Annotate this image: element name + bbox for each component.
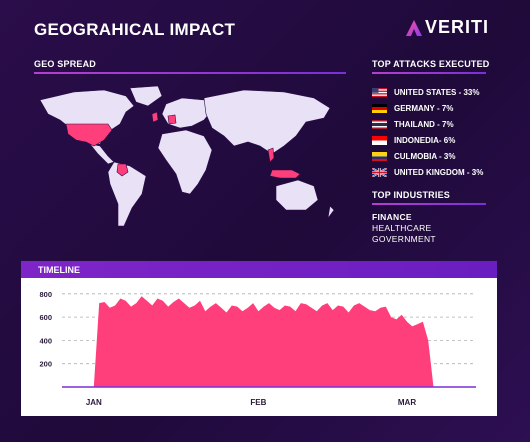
top-attacks-list: UNITED STATES - 33% GERMANY - 7% THAILAN… [372, 84, 492, 180]
map-asia [203, 89, 331, 155]
timeline-chart: 200 400 600 800 JAN FEB MAR [39, 290, 476, 407]
brand-name: VERITI [424, 17, 489, 37]
top-industries-divider [372, 203, 486, 205]
map-highlight-thailand [267, 147, 275, 163]
us-flag-icon [372, 87, 387, 97]
attack-item-label: INDONEDIA- 6% [394, 135, 456, 145]
x-tick-label: FEB [250, 398, 266, 407]
attack-item-united-states: UNITED STATES - 33% [372, 84, 492, 100]
industry-item: GOVERNMENT [372, 234, 436, 244]
thailand-flag-icon [372, 119, 387, 129]
indonesia-flag-icon [372, 135, 387, 145]
y-tick-label: 200 [39, 360, 52, 369]
map-australia [275, 179, 319, 211]
attack-item-united-kingdom: UNITED KINGDOM - 3% [372, 164, 492, 180]
colombia-flag-icon [372, 151, 387, 161]
map-highlight-germany [167, 114, 177, 125]
map-greenland [129, 85, 163, 107]
x-tick-label: MAR [398, 398, 416, 407]
top-industries-heading: TOP INDUSTRIES [372, 190, 450, 200]
map-new-zealand [327, 205, 335, 219]
industry-item: FINANCE [372, 212, 412, 222]
map-africa [157, 129, 213, 195]
page-title: GEOGRAHICAL IMPACT [34, 20, 236, 39]
attack-item-indonesia: INDONEDIA- 6% [372, 132, 492, 148]
map-highlight-indonesia [269, 169, 301, 179]
map-south-america [107, 161, 147, 227]
attack-item-label: THAILAND - 7% [394, 119, 454, 129]
y-tick-label: 400 [39, 336, 52, 345]
germany-flag-icon [372, 103, 387, 113]
attack-item-label: UNITED KINGDOM - 3% [394, 167, 484, 177]
y-tick-label: 800 [39, 290, 52, 299]
timeline-series-area [83, 296, 434, 387]
top-attacks-heading: TOP ATTACKS EXECUTED [372, 59, 490, 69]
world-map [34, 84, 344, 244]
map-highlight-colombia [116, 163, 129, 177]
industry-item: HEALTHCARE [372, 223, 432, 233]
x-tick-label: JAN [86, 398, 102, 407]
top-industries-list: FINANCE HEALTHCARE GOVERNMENT [372, 212, 436, 245]
uk-flag-icon [372, 167, 387, 177]
attack-item-label: CULMOBIA - 3% [394, 151, 456, 161]
geo-spread-divider [34, 72, 346, 74]
attack-item-colombia: CULMOBIA - 3% [372, 148, 492, 164]
y-tick-label: 600 [39, 313, 52, 322]
attack-item-germany: GERMANY - 7% [372, 100, 492, 116]
timeline-card: TIMELINE 200 400 600 800 JAN FEB MAR [21, 261, 497, 416]
map-highlight-united-states [65, 123, 113, 147]
attack-item-thailand: THAILAND - 7% [372, 116, 492, 132]
top-attacks-divider [372, 72, 486, 74]
attack-item-label: GERMANY - 7% [394, 103, 454, 113]
map-central-america [89, 143, 115, 165]
brand-logo: VERITI [405, 17, 489, 38]
veriti-logo-icon [405, 19, 422, 36]
timeline-heading: TIMELINE [21, 261, 497, 278]
map-highlight-united-kingdom [151, 111, 159, 123]
attack-item-label: UNITED STATES - 33% [394, 87, 480, 97]
geo-spread-heading: GEO SPREAD [34, 59, 97, 69]
